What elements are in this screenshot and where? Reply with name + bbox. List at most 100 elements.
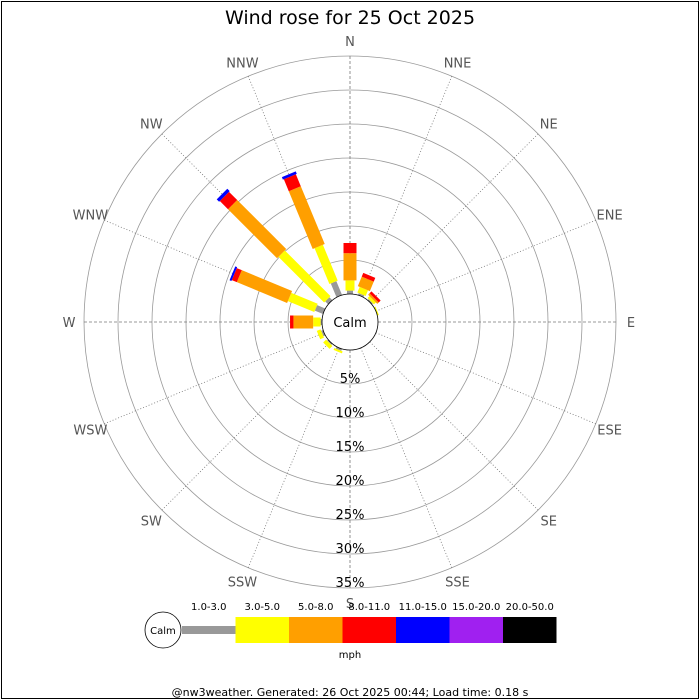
petal-wnw: [229, 266, 326, 315]
legend-speed-label: 11.0-15.0: [399, 602, 447, 613]
petal-segment-ne-0: [367, 299, 373, 305]
petal-segment-nne-1: [357, 286, 368, 296]
grid-spoke-ssw: [247, 347, 340, 568]
petal-segment-nnw-3: [283, 174, 301, 192]
petal-nne: [357, 272, 376, 298]
chart-title: Wind rose for 25 Oct 2025: [225, 7, 475, 29]
direction-label-n: N: [345, 35, 355, 50]
direction-label-ne: NE: [540, 117, 558, 132]
legend-speed-label: 20.0-50.0: [506, 602, 554, 613]
legend-speed-label: 15.0-20.0: [452, 602, 500, 613]
petal-ne: [367, 291, 381, 305]
petal-segment-ssw-0: [335, 346, 343, 351]
radial-tick-label: 5%: [340, 372, 361, 387]
legend-swatch-4: [396, 617, 450, 643]
direction-label-e: E: [627, 316, 635, 331]
petal-segment-nnw-0: [330, 281, 343, 298]
petal-nnw: [281, 171, 343, 298]
direction-label-nnw: NNW: [226, 56, 258, 71]
legend-speed-label: 1.0-3.0: [191, 602, 226, 613]
radial-tick-labels: 5% 10% 15% 20% 25% 30% 35%: [336, 372, 365, 591]
direction-label-wnw: WNW: [73, 208, 109, 223]
radial-tick-label: 20%: [336, 474, 365, 489]
grid-spoke-ese: [375, 332, 596, 425]
petal-segment-wnw-3: [231, 268, 242, 283]
grid-spoke-sw: [161, 341, 331, 511]
legend-speed-label: 8.0-11.0: [348, 602, 390, 613]
petal-segment-wnw-2: [236, 270, 293, 303]
direction-label-sse: SSE: [445, 576, 470, 591]
petal-segment-nne-3: [361, 272, 376, 282]
grid-spoke-wsw: [104, 332, 325, 425]
direction-label-nw: NW: [140, 117, 163, 132]
petal-segment-nw-2: [227, 199, 287, 259]
direction-label-ssw: SSW: [228, 576, 258, 591]
grid-spoke-nne: [360, 76, 453, 297]
petal-segment-wsw-0: [321, 329, 326, 337]
legend-units: mph: [339, 650, 361, 661]
legend-speed-label: 3.0-5.0: [245, 602, 280, 613]
wind-petals: [216, 171, 381, 354]
direction-labels: N NNE NE ENE E ESE SE SSE S SSW SW WSW W WNW NW NNW: [63, 35, 636, 612]
petal-segment-nw-1: [278, 250, 331, 303]
petal-segment-n-3: [343, 243, 357, 254]
petal-segment-w-2: [293, 315, 314, 329]
legend-swatch-6: [503, 617, 557, 643]
petal-segment-n-0: [347, 290, 353, 294]
petal-segment-nw-3: [219, 191, 238, 210]
legend-swatch-1: [235, 617, 289, 643]
petal-segment-ne-3: [369, 291, 381, 303]
petal-segment-nne-0: [357, 293, 365, 298]
direction-label-ene: ENE: [597, 208, 623, 223]
petal-segment-nw-0: [325, 297, 333, 305]
grid-ring: [117, 89, 583, 555]
petal-segment-wnw-4: [229, 266, 238, 282]
direction-label-ese: ESE: [597, 424, 622, 439]
petal-wsw: [316, 329, 326, 340]
petal-segment-ne-2: [368, 293, 379, 304]
direction-label-s: S: [346, 597, 354, 612]
grid-spoke-ene: [375, 219, 596, 312]
direction-label-nne: NNE: [444, 56, 472, 71]
direction-label-sw: SW: [141, 515, 162, 530]
petal-segment-nnw-4: [281, 171, 297, 180]
legend-swatch-3: [342, 617, 396, 643]
petal-segment-sw-1: [323, 339, 333, 349]
petal-segment-wsw-1: [316, 329, 324, 340]
direction-label-w: W: [63, 316, 76, 331]
petal-segment-ne-1: [367, 296, 376, 305]
grid-spoke-se: [369, 341, 539, 511]
petal-segment-w-3: [290, 315, 294, 329]
radial-tick-label: 15%: [336, 440, 365, 455]
petal-segment-nnw-1: [314, 244, 338, 285]
direction-label-se: SE: [540, 515, 556, 530]
radial-tick-label: 35%: [336, 576, 365, 591]
radial-tick-label: 10%: [336, 406, 365, 421]
petal-segment-nnw-2: [288, 186, 325, 249]
petal-n: [343, 243, 357, 294]
petal-nw: [216, 188, 333, 305]
radial-tick-label: 30%: [336, 542, 365, 557]
grid-spoke-ne: [369, 133, 539, 303]
petal-sw: [323, 339, 333, 349]
calm-label: Calm: [333, 316, 366, 331]
petal-segment-ssw-1: [333, 348, 343, 354]
legend-calm-label: Calm: [150, 626, 176, 637]
petal-segment-nw-4: [216, 188, 230, 202]
calm-circle: [321, 293, 379, 351]
legend-speed-label: 5.0-8.0: [298, 602, 333, 613]
petal-segment-wnw-1: [287, 292, 318, 313]
legend-swatch-5: [449, 617, 503, 643]
legend-swatch-2: [289, 617, 343, 643]
speed-legend: Calm 1.0-3.0 3.0-5.0 5.0-8.0 8.0-11.0 11.0-1…: [144, 602, 557, 661]
legend-calm-circle: [144, 611, 182, 649]
petal-segment-w-1: [313, 317, 321, 327]
petal-segment-n-2: [343, 253, 357, 281]
petal-segment-wnw-0: [314, 305, 326, 315]
petal-ssw: [333, 346, 343, 354]
petal-w: [290, 315, 323, 329]
radial-tick-label: 25%: [336, 508, 365, 523]
petal-segment-sw-0: [327, 339, 333, 345]
